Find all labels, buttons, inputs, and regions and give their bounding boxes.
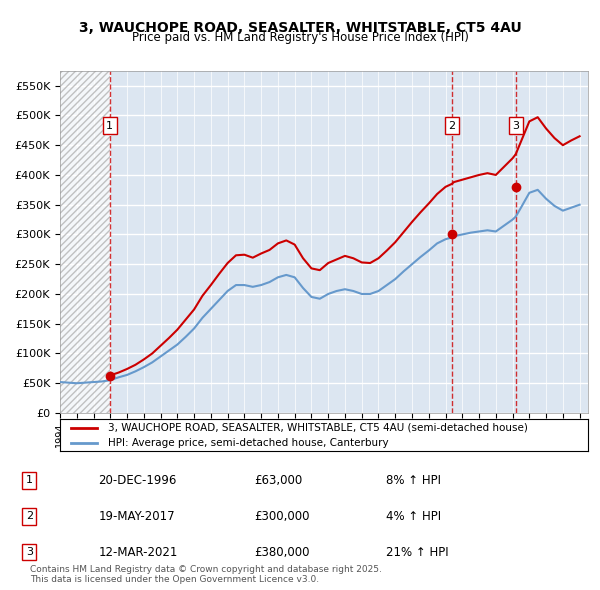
Text: 4% ↑ HPI: 4% ↑ HPI <box>386 510 442 523</box>
Text: HPI: Average price, semi-detached house, Canterbury: HPI: Average price, semi-detached house,… <box>107 438 388 448</box>
Text: 3, WAUCHOPE ROAD, SEASALTER, WHITSTABLE, CT5 4AU: 3, WAUCHOPE ROAD, SEASALTER, WHITSTABLE,… <box>79 21 521 35</box>
Text: Price paid vs. HM Land Registry's House Price Index (HPI): Price paid vs. HM Land Registry's House … <box>131 31 469 44</box>
Text: 3: 3 <box>26 547 33 557</box>
Text: 1: 1 <box>26 476 33 486</box>
Text: 1: 1 <box>106 120 113 130</box>
Text: 12-MAR-2021: 12-MAR-2021 <box>98 546 178 559</box>
Text: 3: 3 <box>512 120 519 130</box>
Text: 8% ↑ HPI: 8% ↑ HPI <box>386 474 442 487</box>
Text: £300,000: £300,000 <box>254 510 310 523</box>
Text: Contains HM Land Registry data © Crown copyright and database right 2025.
This d: Contains HM Land Registry data © Crown c… <box>30 565 382 584</box>
Text: 20-DEC-1996: 20-DEC-1996 <box>98 474 177 487</box>
Text: £63,000: £63,000 <box>254 474 302 487</box>
Text: 2: 2 <box>448 120 455 130</box>
Text: 21% ↑ HPI: 21% ↑ HPI <box>386 546 449 559</box>
Text: 19-MAY-2017: 19-MAY-2017 <box>98 510 175 523</box>
Text: £380,000: £380,000 <box>254 546 310 559</box>
Text: 2: 2 <box>26 512 33 521</box>
Text: 3, WAUCHOPE ROAD, SEASALTER, WHITSTABLE, CT5 4AU (semi-detached house): 3, WAUCHOPE ROAD, SEASALTER, WHITSTABLE,… <box>107 423 527 433</box>
